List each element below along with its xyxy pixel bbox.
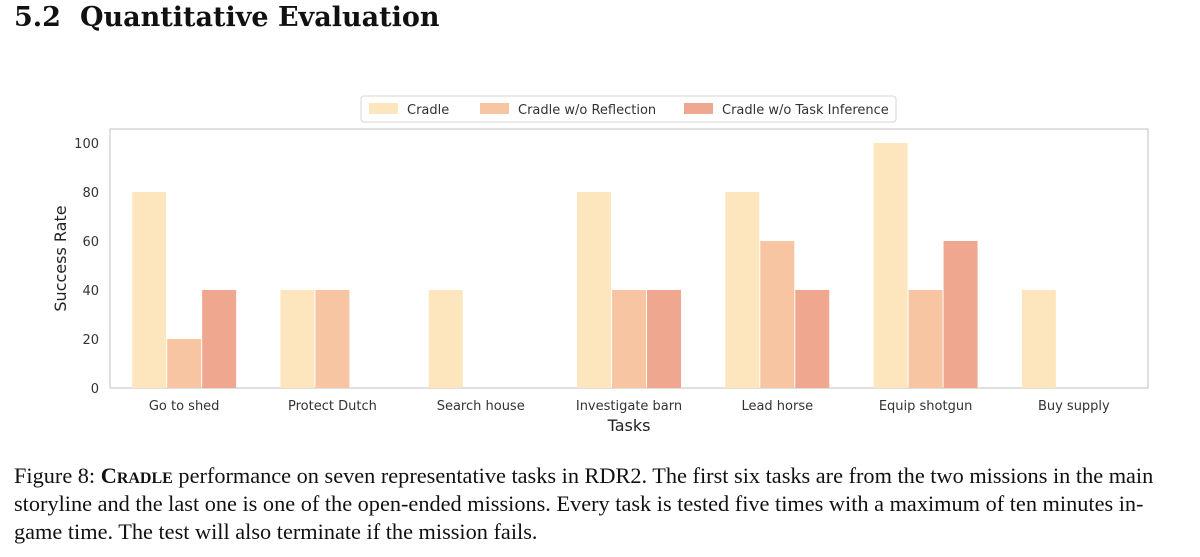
- y-tick-label: 80: [82, 186, 99, 201]
- bar-cradle: [132, 192, 167, 388]
- legend-swatch: [480, 103, 509, 114]
- y-tick-label: 100: [74, 137, 99, 152]
- x-tick-label: Buy supply: [1038, 399, 1110, 414]
- bar-cradle-w-o-task-inference: [202, 290, 237, 388]
- legend-swatch: [369, 103, 398, 114]
- x-tick-label: Search house: [437, 399, 525, 414]
- bar-cradle: [577, 192, 611, 388]
- caption-system-name: Cradle: [100, 463, 173, 488]
- bar-cradle: [725, 192, 760, 388]
- caption-text: performance on seven representative task…: [14, 463, 1154, 544]
- bar-cradle: [428, 290, 463, 388]
- bar-cradle-w-o-task-inference: [647, 290, 681, 388]
- legend-box: [360, 95, 897, 123]
- bar-cradle-w-o-reflection: [760, 241, 795, 388]
- legend-label: Cradle w/o Reflection: [518, 103, 656, 118]
- legend-swatch: [684, 103, 713, 114]
- y-tick-label: 60: [82, 235, 99, 250]
- x-tick-label: Investigate barn: [576, 399, 682, 414]
- legend-label: Cradle w/o Task Inference: [722, 103, 889, 118]
- x-tick-label: Lead horse: [741, 399, 813, 414]
- bar-cradle-w-o-task-inference: [943, 241, 978, 388]
- bar-cradle: [873, 143, 908, 388]
- y-tick-label: 20: [82, 333, 99, 348]
- bar-cradle-w-o-task-inference: [795, 290, 830, 388]
- bar-cradle-w-o-reflection: [612, 290, 646, 388]
- bar-cradle-w-o-reflection: [315, 290, 350, 388]
- x-axis-label: Tasks: [607, 416, 651, 435]
- bar-cradle: [1021, 290, 1056, 388]
- bar-chart: 0 20 40 60 80 100 Success Rate Go to shed Protec…: [51, 95, 1149, 435]
- figure-caption: Figure 8: Cradle performance on seven re…: [14, 462, 1190, 546]
- bar-cradle-w-o-reflection: [167, 339, 202, 388]
- y-axis-label: Success Rate: [51, 205, 70, 311]
- y-tick-label: 40: [82, 284, 99, 299]
- x-tick-label: Protect Dutch: [288, 399, 377, 414]
- x-tick-label: Go to shed: [149, 399, 220, 414]
- legend-label: Cradle: [407, 103, 449, 118]
- section-heading: 5.2 Quantitative Evaluation: [14, 2, 439, 33]
- y-tick-label: 0: [91, 382, 99, 397]
- section-number: 5.2: [14, 2, 61, 33]
- caption-label: Figure 8:: [14, 463, 101, 488]
- bar-cradle: [280, 290, 315, 388]
- bar-cradle-w-o-reflection: [908, 290, 943, 388]
- x-tick-label: Equip shotgun: [879, 399, 973, 414]
- section-title: Quantitative Evaluation: [80, 2, 440, 33]
